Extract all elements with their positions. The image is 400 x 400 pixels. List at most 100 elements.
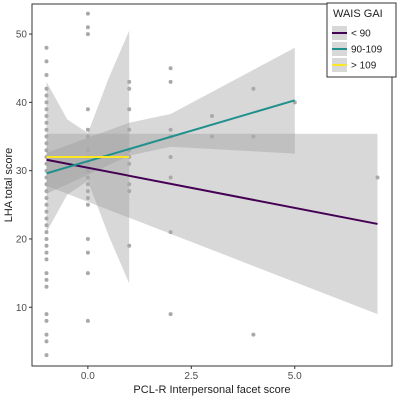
data-point	[85, 127, 90, 132]
data-point	[168, 155, 173, 159]
data-point	[85, 25, 90, 30]
data-point	[85, 168, 90, 173]
data-point	[44, 209, 49, 214]
data-point	[168, 79, 173, 84]
data-point	[85, 189, 90, 194]
data-point	[44, 107, 49, 112]
data-point	[85, 134, 90, 139]
fit-line-2	[46, 99, 296, 175]
data-point	[44, 230, 49, 235]
data-point	[44, 257, 49, 262]
data-point	[44, 202, 49, 207]
data-point	[127, 189, 132, 194]
data-point	[168, 127, 173, 132]
data-point	[127, 243, 132, 248]
legend: WAIS GAI < 90 90-109 > 109	[326, 2, 397, 78]
data-point	[44, 127, 49, 132]
ci-band-1	[46, 133, 378, 315]
data-point	[168, 66, 173, 71]
data-point	[85, 202, 90, 207]
data-point	[127, 127, 132, 132]
x-tick-label: 5.0	[288, 371, 302, 382]
data-point	[85, 161, 90, 166]
data-point	[127, 107, 132, 112]
plot-border	[31, 3, 393, 367]
data-point	[44, 271, 49, 276]
x-axis-label: PCL-R Interpersonal facet score	[133, 384, 290, 396]
data-point	[375, 175, 380, 180]
scatter-points	[44, 11, 380, 358]
data-point	[44, 93, 49, 98]
data-point	[44, 59, 49, 64]
data-point	[85, 32, 90, 37]
data-point	[44, 339, 49, 344]
data-point	[85, 250, 90, 255]
data-point	[168, 175, 173, 180]
y-tick-label: 50	[16, 30, 28, 41]
data-point	[44, 148, 49, 153]
data-point	[44, 243, 49, 248]
data-point	[251, 86, 256, 91]
fit-line-1	[46, 158, 378, 225]
data-point	[251, 134, 256, 139]
data-point	[168, 312, 173, 317]
y-tick-label: 40	[16, 98, 28, 109]
data-point	[127, 79, 132, 84]
legend-label: 90-109	[351, 45, 383, 56]
data-point	[85, 196, 90, 200]
y-tick-label: 10	[16, 303, 28, 314]
data-point	[210, 134, 214, 139]
y-tick-label: 30	[16, 166, 28, 177]
data-point	[44, 284, 49, 289]
data-point	[44, 100, 49, 105]
data-point	[44, 134, 49, 139]
data-point	[85, 237, 90, 241]
data-point	[44, 73, 49, 77]
data-point	[44, 45, 49, 50]
y-axis-label: LHA total score	[3, 148, 15, 223]
x-tick-label: 2.5	[184, 371, 198, 382]
data-point	[44, 120, 49, 125]
regression-lines	[46, 99, 378, 225]
data-point	[44, 161, 49, 166]
data-point	[85, 175, 90, 180]
data-point	[44, 86, 49, 91]
data-point	[210, 114, 214, 118]
data-point	[44, 182, 49, 187]
data-point	[85, 107, 90, 112]
legend-label: > 109	[351, 61, 377, 72]
data-point	[85, 148, 90, 153]
data-point	[44, 175, 49, 180]
data-point	[44, 237, 49, 241]
data-point	[85, 11, 90, 16]
data-point	[44, 223, 49, 228]
data-point	[127, 161, 132, 166]
data-point	[44, 114, 49, 118]
x-axis-ticks: 0.0 2.5 5.0	[81, 366, 302, 382]
data-point	[251, 332, 256, 337]
data-point	[44, 250, 49, 255]
data-point	[44, 332, 49, 337]
data-point	[44, 216, 49, 221]
data-point	[85, 182, 90, 187]
y-axis-ticks: 10 20 30 40 50	[16, 30, 32, 314]
data-point	[44, 353, 49, 358]
data-point	[44, 189, 49, 194]
data-point	[168, 230, 173, 235]
legend-title: WAIS GAI	[333, 8, 383, 20]
data-point	[44, 168, 49, 173]
data-point	[127, 86, 132, 91]
legend-label: < 90	[351, 29, 371, 40]
data-point	[44, 312, 49, 317]
data-point	[44, 141, 49, 146]
data-point	[44, 318, 49, 323]
y-tick-label: 20	[16, 234, 28, 245]
x-tick-label: 0.0	[81, 371, 95, 382]
data-point	[85, 318, 90, 323]
data-point	[127, 182, 132, 187]
data-point	[44, 196, 49, 200]
data-point	[44, 277, 49, 282]
data-point	[85, 271, 90, 276]
legend-items: < 90 90-109 > 109	[332, 26, 383, 72]
